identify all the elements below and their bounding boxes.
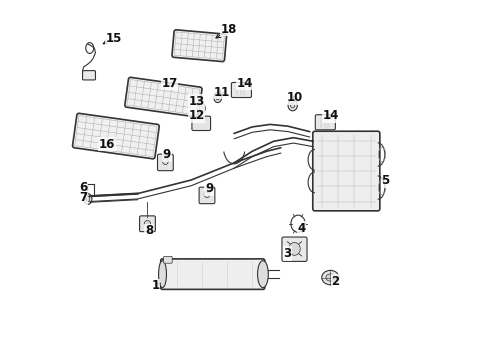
FancyBboxPatch shape xyxy=(157,154,173,171)
Ellipse shape xyxy=(144,221,151,227)
Text: 10: 10 xyxy=(287,91,303,104)
FancyBboxPatch shape xyxy=(125,77,202,117)
Ellipse shape xyxy=(258,261,269,288)
Ellipse shape xyxy=(214,93,221,103)
Ellipse shape xyxy=(326,274,335,281)
Text: 14: 14 xyxy=(323,109,339,122)
Ellipse shape xyxy=(288,100,297,111)
Text: 8: 8 xyxy=(145,224,153,238)
Text: 17: 17 xyxy=(162,77,178,90)
Text: 9: 9 xyxy=(163,148,171,161)
Text: 15: 15 xyxy=(106,32,122,45)
Ellipse shape xyxy=(289,242,300,255)
Text: 18: 18 xyxy=(220,23,237,36)
Ellipse shape xyxy=(291,103,295,108)
Ellipse shape xyxy=(84,194,92,204)
Text: 5: 5 xyxy=(381,174,390,187)
Text: 7: 7 xyxy=(79,192,87,204)
FancyBboxPatch shape xyxy=(315,115,335,130)
Ellipse shape xyxy=(163,158,168,165)
Text: 12: 12 xyxy=(189,109,205,122)
Ellipse shape xyxy=(216,95,220,100)
Ellipse shape xyxy=(159,261,167,288)
FancyBboxPatch shape xyxy=(164,256,172,263)
Ellipse shape xyxy=(322,270,339,285)
Text: 13: 13 xyxy=(189,95,205,108)
Text: 2: 2 xyxy=(331,275,340,288)
Ellipse shape xyxy=(86,197,90,202)
FancyBboxPatch shape xyxy=(73,113,159,159)
FancyBboxPatch shape xyxy=(172,30,226,62)
Ellipse shape xyxy=(197,103,205,113)
FancyBboxPatch shape xyxy=(192,116,211,131)
Text: 14: 14 xyxy=(237,77,253,90)
Text: 1: 1 xyxy=(151,279,159,292)
Ellipse shape xyxy=(199,106,203,111)
Text: 16: 16 xyxy=(99,138,115,150)
FancyBboxPatch shape xyxy=(231,82,251,98)
Text: 4: 4 xyxy=(297,222,306,235)
Text: 3: 3 xyxy=(283,247,292,260)
FancyBboxPatch shape xyxy=(161,259,265,289)
Text: 6: 6 xyxy=(79,181,87,194)
Text: 9: 9 xyxy=(205,183,213,195)
FancyBboxPatch shape xyxy=(199,187,215,204)
FancyBboxPatch shape xyxy=(82,71,96,80)
Ellipse shape xyxy=(204,191,210,198)
FancyBboxPatch shape xyxy=(282,237,307,261)
Text: 11: 11 xyxy=(214,86,230,99)
FancyBboxPatch shape xyxy=(313,131,380,211)
FancyBboxPatch shape xyxy=(140,216,155,231)
